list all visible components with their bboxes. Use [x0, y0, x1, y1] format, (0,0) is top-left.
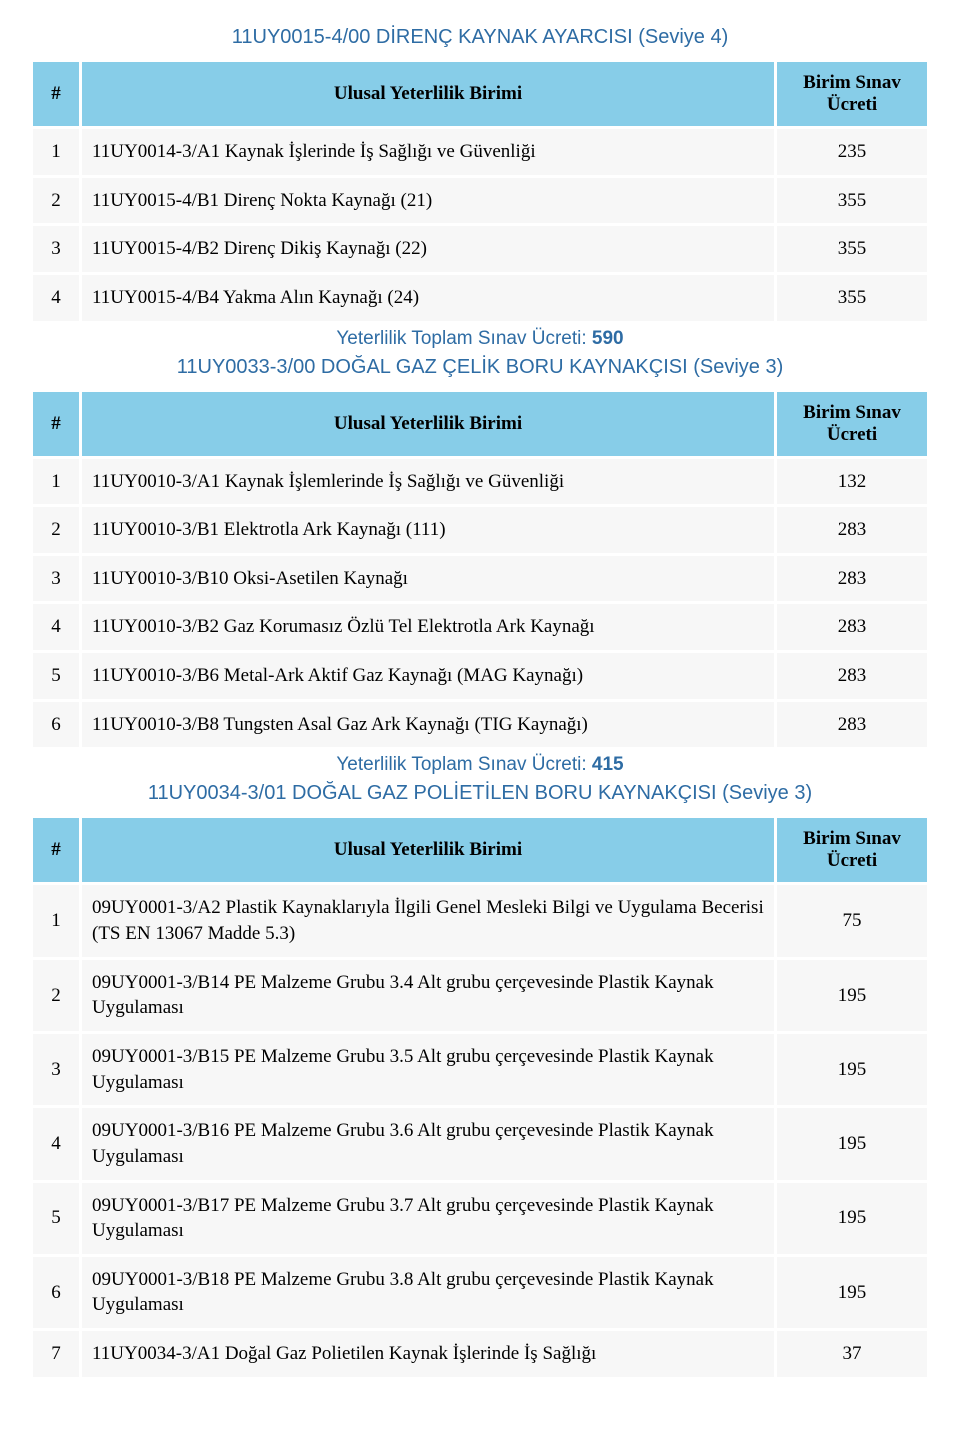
col-header-fee: Birim Sınav Ücreti	[777, 818, 927, 882]
cell-num: 2	[33, 507, 79, 553]
cell-fee: 355	[777, 226, 927, 272]
total-label: Yeterlilik Toplam Sınav Ücreti:	[336, 328, 592, 349]
cell-unit: 11UY0010-3/B10 Oksi-Asetilen Kaynağı	[82, 556, 774, 602]
col-header-fee: Birim Sınav Ücreti	[777, 392, 927, 456]
cell-num: 2	[33, 178, 79, 224]
cell-unit: 09UY0001-3/A2 Plastik Kaynaklarıyla İlgi…	[82, 885, 774, 956]
cell-unit: 11UY0010-3/B6 Metal-Ark Aktif Gaz Kaynağ…	[82, 653, 774, 699]
table-row: 3 11UY0010-3/B10 Oksi-Asetilen Kaynağı 2…	[33, 556, 927, 602]
cell-unit: 09UY0001-3/B17 PE Malzeme Grubu 3.7 Alt …	[82, 1183, 774, 1254]
total-amount: 590	[592, 328, 624, 349]
cell-fee: 37	[777, 1331, 927, 1377]
cell-unit: 11UY0010-3/A1 Kaynak İşlemlerinde İş Sağ…	[82, 459, 774, 505]
cell-num: 1	[33, 885, 79, 956]
cell-fee: 195	[777, 1183, 927, 1254]
section-title: 11UY0015-4/00 DİRENÇ KAYNAK AYARCISI (Se…	[30, 26, 930, 49]
cell-num: 4	[33, 275, 79, 321]
cell-num: 2	[33, 960, 79, 1031]
cell-num: 3	[33, 226, 79, 272]
col-header-num: #	[33, 62, 79, 126]
table-row: 4 11UY0010-3/B2 Gaz Korumasız Özlü Tel E…	[33, 604, 927, 650]
cell-unit: 11UY0015-4/B1 Direnç Nokta Kaynağı (21)	[82, 178, 774, 224]
section-title: 11UY0034-3/01 DOĞAL GAZ POLİETİLEN BORU …	[30, 782, 930, 805]
cell-fee: 283	[777, 507, 927, 553]
total-label: Yeterlilik Toplam Sınav Ücreti:	[336, 754, 592, 775]
cell-num: 1	[33, 459, 79, 505]
col-header-fee: Birim Sınav Ücreti	[777, 62, 927, 126]
cell-num: 1	[33, 129, 79, 175]
cell-unit: 11UY0015-4/B4 Yakma Alın Kaynağı (24)	[82, 275, 774, 321]
total-line: Yeterlilik Toplam Sınav Ücreti: 415	[30, 754, 930, 776]
cell-fee: 283	[777, 604, 927, 650]
cell-unit: 11UY0014-3/A1 Kaynak İşlerinde İş Sağlığ…	[82, 129, 774, 175]
col-header-unit: Ulusal Yeterlilik Birimi	[82, 392, 774, 456]
cell-unit: 09UY0001-3/B18 PE Malzeme Grubu 3.8 Alt …	[82, 1257, 774, 1328]
cell-num: 6	[33, 1257, 79, 1328]
total-line: Yeterlilik Toplam Sınav Ücreti: 590	[30, 328, 930, 350]
table-header-row: # Ulusal Yeterlilik Birimi Birim Sınav Ü…	[33, 818, 927, 882]
cell-unit: 11UY0034-3/A1 Doğal Gaz Polietilen Kayna…	[82, 1331, 774, 1377]
table-row: 2 11UY0015-4/B1 Direnç Nokta Kaynağı (21…	[33, 178, 927, 224]
table-row: 2 09UY0001-3/B14 PE Malzeme Grubu 3.4 Al…	[33, 960, 927, 1031]
cell-unit: 09UY0001-3/B15 PE Malzeme Grubu 3.5 Alt …	[82, 1034, 774, 1105]
total-amount: 415	[592, 754, 624, 775]
pricing-table: # Ulusal Yeterlilik Birimi Birim Sınav Ü…	[30, 815, 930, 1379]
cell-unit: 09UY0001-3/B14 PE Malzeme Grubu 3.4 Alt …	[82, 960, 774, 1031]
pricing-table: # Ulusal Yeterlilik Birimi Birim Sınav Ü…	[30, 59, 930, 324]
table-row: 7 11UY0034-3/A1 Doğal Gaz Polietilen Kay…	[33, 1331, 927, 1377]
cell-num: 5	[33, 1183, 79, 1254]
table-row: 5 11UY0010-3/B6 Metal-Ark Aktif Gaz Kayn…	[33, 653, 927, 699]
table-row: 4 09UY0001-3/B16 PE Malzeme Grubu 3.6 Al…	[33, 1108, 927, 1179]
col-header-num: #	[33, 818, 79, 882]
cell-unit: 11UY0010-3/B8 Tungsten Asal Gaz Ark Kayn…	[82, 702, 774, 748]
cell-fee: 235	[777, 129, 927, 175]
col-header-unit: Ulusal Yeterlilik Birimi	[82, 62, 774, 126]
cell-fee: 283	[777, 702, 927, 748]
col-header-unit: Ulusal Yeterlilik Birimi	[82, 818, 774, 882]
cell-fee: 75	[777, 885, 927, 956]
table-row: 6 11UY0010-3/B8 Tungsten Asal Gaz Ark Ka…	[33, 702, 927, 748]
cell-num: 7	[33, 1331, 79, 1377]
section-title: 11UY0033-3/00 DOĞAL GAZ ÇELİK BORU KAYNA…	[30, 356, 930, 379]
pricing-table: # Ulusal Yeterlilik Birimi Birim Sınav Ü…	[30, 389, 930, 751]
table-row: 1 11UY0014-3/A1 Kaynak İşlerinde İş Sağl…	[33, 129, 927, 175]
cell-fee: 132	[777, 459, 927, 505]
cell-fee: 195	[777, 1108, 927, 1179]
cell-fee: 355	[777, 178, 927, 224]
cell-num: 5	[33, 653, 79, 699]
cell-num: 3	[33, 1034, 79, 1105]
cell-unit: 11UY0015-4/B2 Direnç Dikiş Kaynağı (22)	[82, 226, 774, 272]
table-row: 3 11UY0015-4/B2 Direnç Dikiş Kaynağı (22…	[33, 226, 927, 272]
cell-fee: 195	[777, 1257, 927, 1328]
table-header-row: # Ulusal Yeterlilik Birimi Birim Sınav Ü…	[33, 62, 927, 126]
table-row: 2 11UY0010-3/B1 Elektrotla Ark Kaynağı (…	[33, 507, 927, 553]
cell-num: 4	[33, 604, 79, 650]
cell-num: 3	[33, 556, 79, 602]
cell-fee: 283	[777, 556, 927, 602]
cell-fee: 195	[777, 1034, 927, 1105]
cell-num: 4	[33, 1108, 79, 1179]
table-row: 3 09UY0001-3/B15 PE Malzeme Grubu 3.5 Al…	[33, 1034, 927, 1105]
cell-num: 6	[33, 702, 79, 748]
cell-fee: 355	[777, 275, 927, 321]
table-header-row: # Ulusal Yeterlilik Birimi Birim Sınav Ü…	[33, 392, 927, 456]
cell-fee: 195	[777, 960, 927, 1031]
cell-unit: 11UY0010-3/B1 Elektrotla Ark Kaynağı (11…	[82, 507, 774, 553]
col-header-num: #	[33, 392, 79, 456]
table-row: 1 11UY0010-3/A1 Kaynak İşlemlerinde İş S…	[33, 459, 927, 505]
table-row: 1 09UY0001-3/A2 Plastik Kaynaklarıyla İl…	[33, 885, 927, 956]
table-row: 5 09UY0001-3/B17 PE Malzeme Grubu 3.7 Al…	[33, 1183, 927, 1254]
cell-fee: 283	[777, 653, 927, 699]
cell-unit: 09UY0001-3/B16 PE Malzeme Grubu 3.6 Alt …	[82, 1108, 774, 1179]
table-row: 6 09UY0001-3/B18 PE Malzeme Grubu 3.8 Al…	[33, 1257, 927, 1328]
table-row: 4 11UY0015-4/B4 Yakma Alın Kaynağı (24) …	[33, 275, 927, 321]
cell-unit: 11UY0010-3/B2 Gaz Korumasız Özlü Tel Ele…	[82, 604, 774, 650]
